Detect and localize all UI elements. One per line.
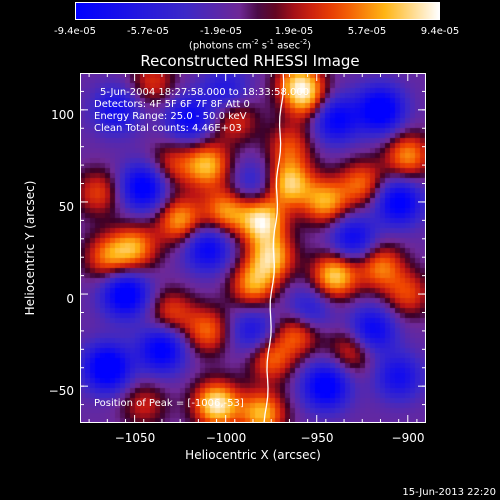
colorbar-tick-label: -9.4e-05 [54,26,96,37]
time-range-annotation: 5-Jun-2004 18:27:58.000 to 18:33:58.000 [100,87,310,98]
unit-part: asec [274,40,301,52]
colorbar-unit-label: (photons cm-2 s-1 asec-2) [0,38,500,51]
unit-exponent: -2 [300,38,308,46]
plot-title: Reconstructed RHESSI Image [140,52,360,70]
unit-part: (photons cm [188,40,252,52]
y-tick-label: −50 [48,384,74,398]
unit-exponent: -1 [267,38,274,46]
heatmap-image [80,73,426,423]
clean-counts-annotation: Clean Total counts: 4.46E+03 [94,123,242,134]
plot-axes [80,73,426,423]
y-tick-label: 50 [58,200,74,214]
unit-part: ) [307,40,312,52]
peak-position-annotation: Position of Peak = [-1006,-53] [94,398,244,409]
colorbar-tick-label: 1.9e-05 [274,26,314,37]
y-tick-label: 100 [51,108,74,122]
colorbar-tick-label: -1.9e-05 [200,26,242,37]
energy-range-annotation: Energy Range: 25.0 - 50.0 keV [94,111,247,122]
x-axis-label: Heliocentric X (arcsec) [185,448,321,462]
x-tick-label: −950 [300,431,334,445]
colorbar-tick-label: 9.4e-05 [420,26,460,37]
colorbar-tick-label: -5.7e-05 [127,26,169,37]
y-tick-label: 0 [66,292,74,306]
y-axis-label: Heliocentric Y (arcsec) [23,180,37,316]
heatmap-canvas [80,73,426,423]
unit-exponent: -2 [251,38,259,46]
x-tick-label: −900 [391,431,425,445]
footer-timestamp: 15-Jun-2013 22:20 [402,487,496,498]
x-tick-label: −1050 [114,431,156,445]
x-tick-label: −1000 [205,431,247,445]
colorbar [75,2,440,20]
solar-limb-line [263,73,285,423]
detectors-annotation: Detectors: 4F 5F 6F 7F 8F Att 0 [94,99,250,110]
unit-part: s [258,40,268,52]
colorbar-tick-label: 5.7e-05 [347,26,387,37]
